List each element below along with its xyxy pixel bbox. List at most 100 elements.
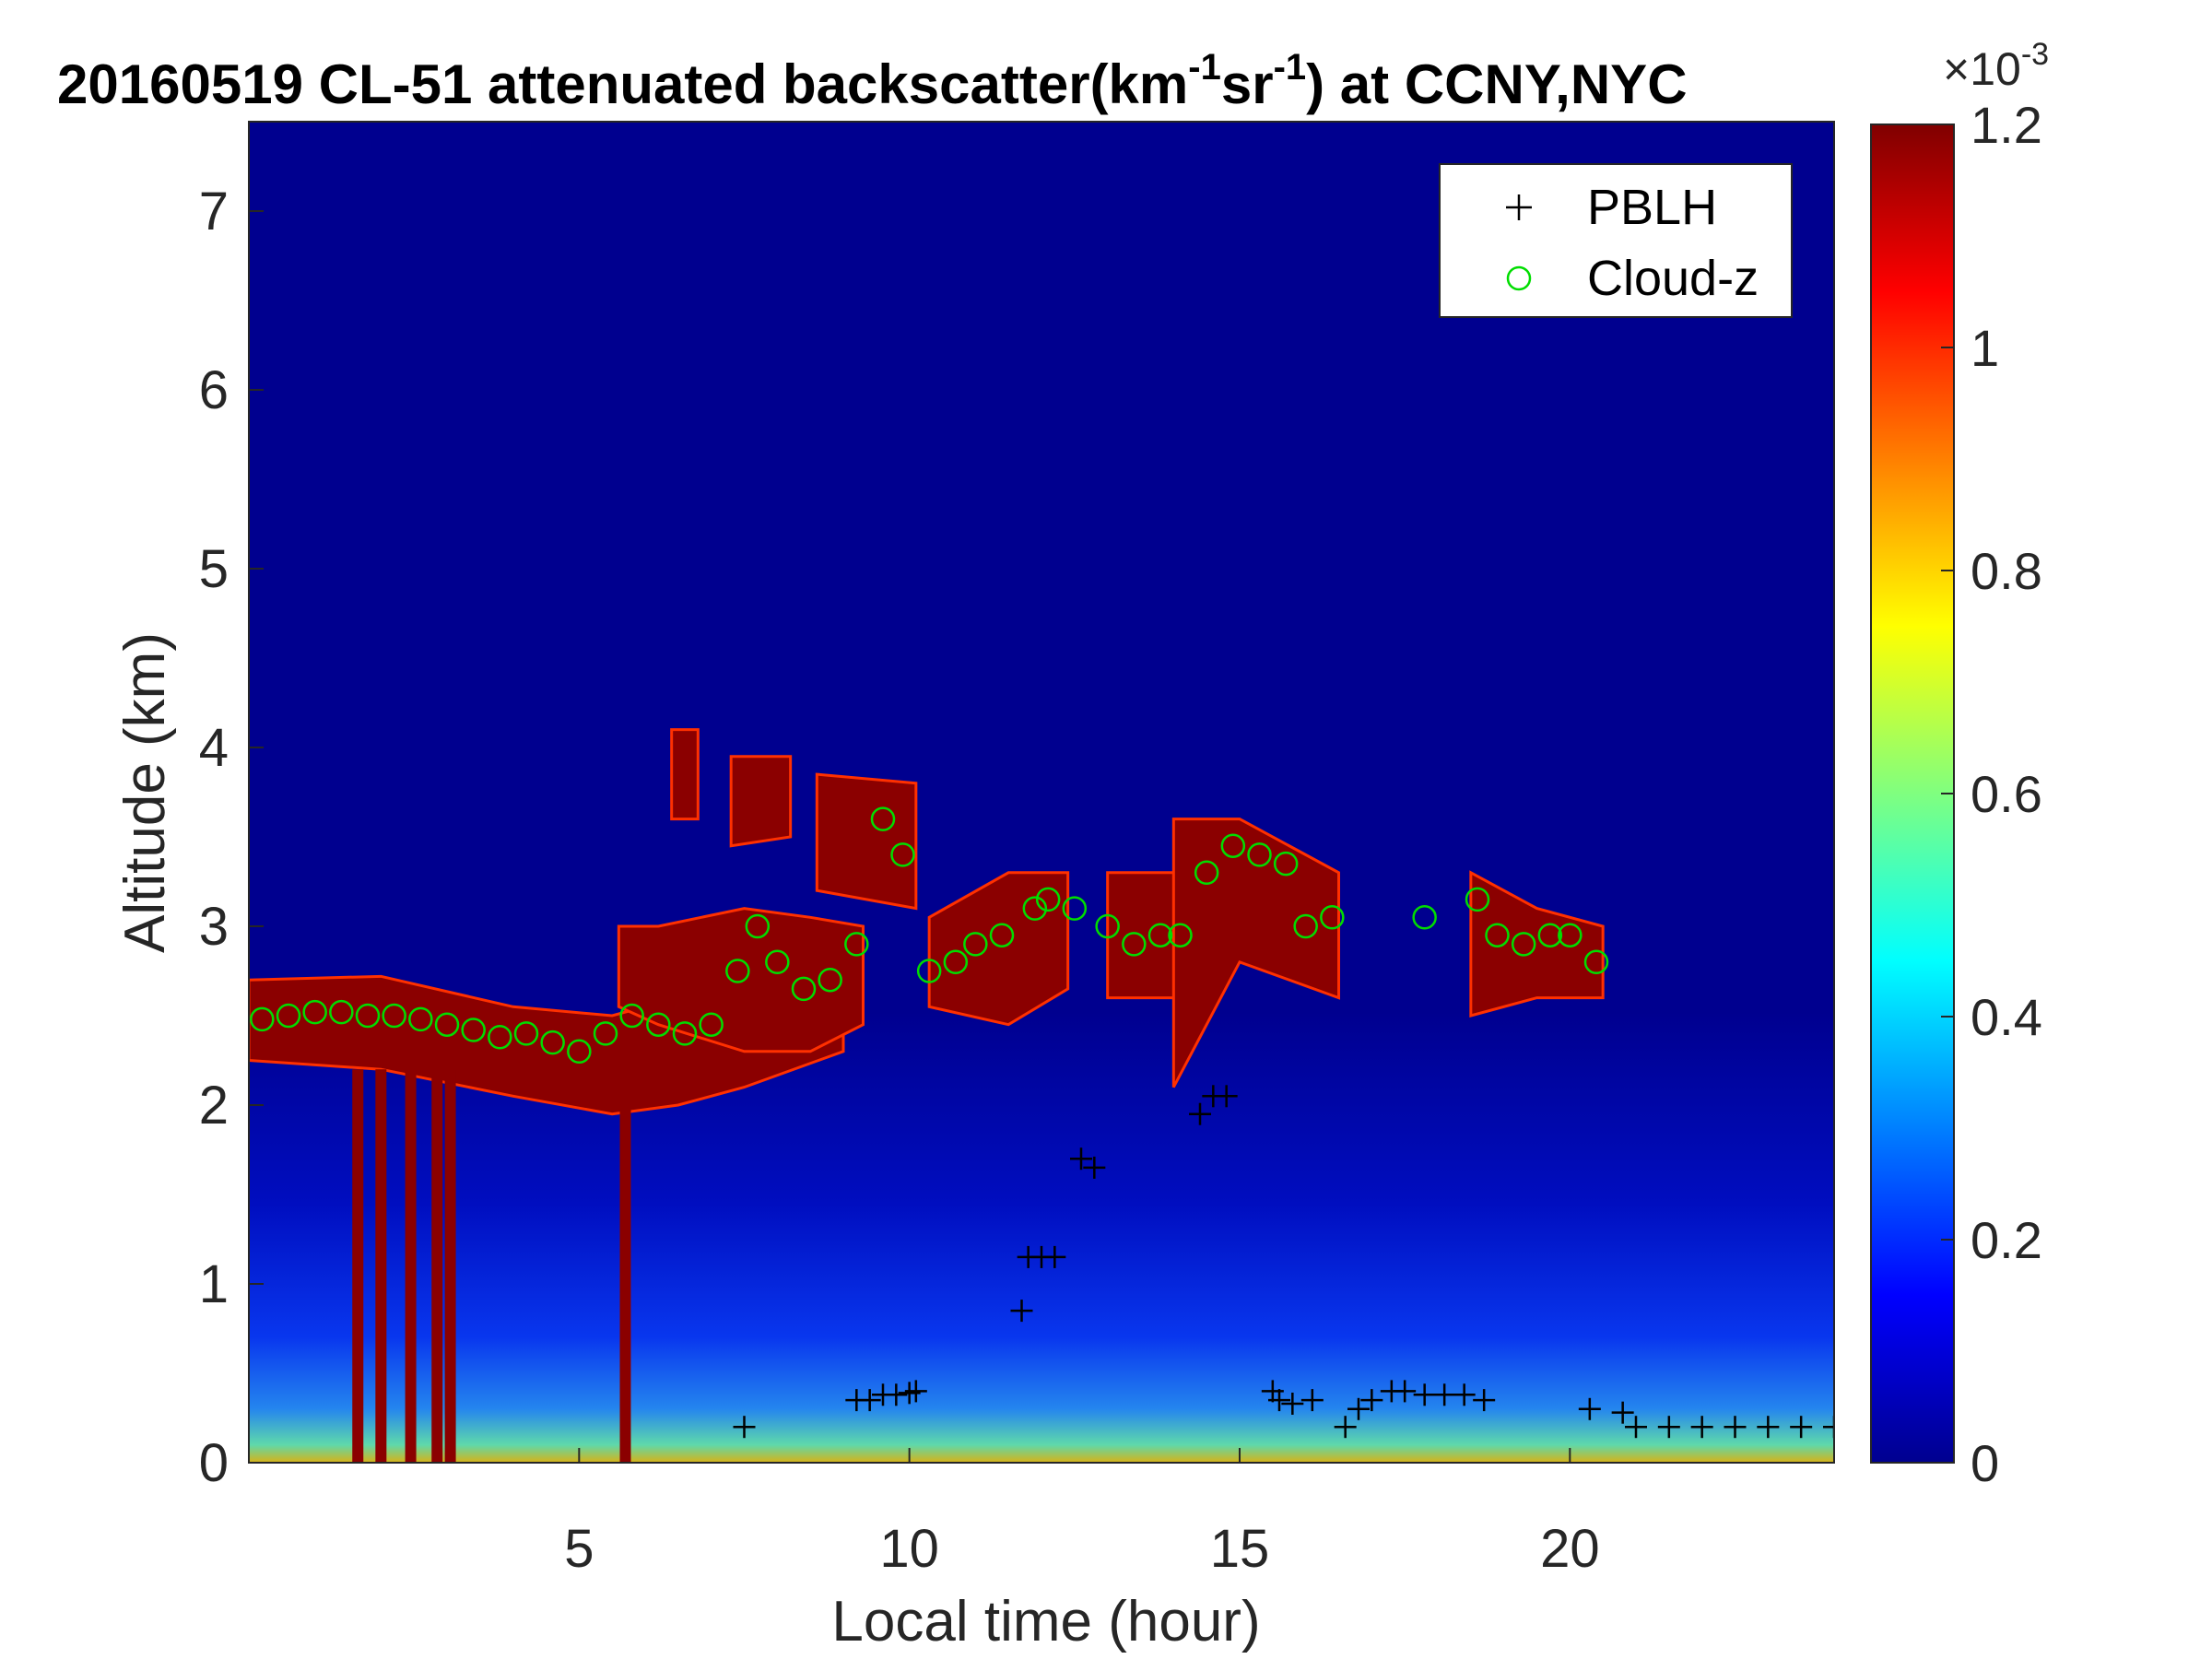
legend: PBLH Cloud-z [1439, 163, 1793, 318]
heatmap-plot [249, 122, 1834, 1463]
cloud-z-point [1168, 923, 1193, 947]
pblh-point [1611, 1401, 1634, 1424]
legend-label-pblh: PBLH [1587, 180, 1717, 235]
cloud-z-point [1194, 860, 1219, 886]
x-axis-label: Local time (hour) [831, 1590, 1260, 1653]
pblh-point [1625, 1416, 1647, 1439]
cloud-z-point [302, 999, 327, 1025]
y-tick-label: 4 [199, 718, 229, 778]
cloud-z-point [890, 842, 915, 867]
pblh-point [1215, 1085, 1238, 1108]
legend-label-cloud-z: Cloud-z [1587, 251, 1759, 306]
cloud-z-point [1511, 932, 1536, 957]
cloud-z-point [870, 806, 896, 831]
pblh-point [1413, 1383, 1436, 1406]
cloud-z-point [488, 1025, 512, 1050]
pblh-point [733, 1416, 756, 1439]
legend-marker-pblh [1506, 194, 1532, 220]
cloud-z-point [916, 959, 942, 983]
cloud-z-point [1147, 923, 1173, 947]
cloud-z-point [1220, 833, 1246, 858]
cloud-z-point [593, 1021, 618, 1046]
colorbar-tick-label: 0.6 [1971, 765, 2042, 823]
pblh-point [1757, 1416, 1780, 1439]
rain-streak-4 [444, 1069, 456, 1463]
cloud-layer-4 [815, 772, 918, 911]
rain-streak-3 [431, 1069, 443, 1463]
pblh-point [1281, 1392, 1304, 1415]
y-tick-label: 2 [199, 1076, 229, 1135]
cloud-z-point [963, 932, 988, 957]
colorbar-gradient [1870, 124, 1955, 1464]
pblh-point [1473, 1389, 1496, 1412]
chart-title: 20160519 CL-51 attenuated backscatter(km… [57, 47, 1688, 115]
cloud-z-point [1293, 913, 1318, 939]
cloud-z-point [461, 1018, 486, 1042]
rain-streak-2 [405, 1069, 417, 1463]
cloud-z-point [1537, 923, 1563, 947]
y-tick-label: 6 [199, 360, 229, 420]
cloud-layer-5 [927, 871, 1070, 1027]
cloud-z-point [1412, 905, 1437, 930]
cloud-z-point [513, 1021, 539, 1046]
pblh-point [1043, 1245, 1066, 1268]
cloud-z-point [408, 1006, 433, 1032]
cloud-z-point [619, 1003, 644, 1029]
pblh-point [904, 1380, 927, 1403]
x-tick-label: 5 [564, 1519, 594, 1579]
cloud-z-point [725, 959, 750, 983]
cloud-z-point [1558, 923, 1583, 947]
pblh-point [1433, 1383, 1456, 1406]
cloud-z-point [250, 1006, 275, 1032]
pblh-point [1657, 1416, 1680, 1439]
x-tick-label: 10 [879, 1519, 939, 1579]
cloud-z-point [818, 967, 842, 993]
pblh-point [1690, 1416, 1713, 1439]
y-tick-label: 7 [199, 182, 229, 241]
cloud-layer-1 [617, 907, 865, 1053]
cloud-z-point [540, 1030, 565, 1055]
colorbar-tick-label: 0.8 [1971, 542, 2042, 600]
colorbar-tick-label: 0.4 [1971, 988, 2042, 1046]
cloud-z-point [1095, 913, 1120, 939]
cloud-layer-8 [1469, 870, 1605, 1018]
cloud-layer-3 [729, 755, 793, 848]
cloud-z-point [791, 976, 817, 1002]
pblh-point [1334, 1416, 1357, 1439]
colorbar: 0 0.2 0.4 0.6 0.8 1 1.2 ×10-3 [1870, 37, 2049, 1492]
cloud-z-point [355, 1003, 381, 1029]
colorbar-tick-label: 0.2 [1971, 1211, 2042, 1269]
x-tick-label: 20 [1540, 1519, 1600, 1579]
cloud-z-point [672, 1021, 698, 1046]
pblh-point [1083, 1156, 1106, 1179]
cloud-z-point [382, 1003, 406, 1029]
y-tick-label: 1 [199, 1254, 229, 1314]
cloud-z-point [1465, 887, 1490, 912]
pblh-point [1394, 1380, 1417, 1403]
pblh-point [1300, 1389, 1324, 1412]
pblh-point [1823, 1416, 1834, 1439]
cloud-z-point [943, 949, 969, 975]
cloud-z-point [1320, 905, 1345, 930]
cloud-z-point [1273, 851, 1299, 877]
plot-frame [248, 121, 1835, 1464]
cloud-z-point [567, 1039, 592, 1065]
pblh-point [1010, 1300, 1033, 1323]
pblh-point [1360, 1389, 1383, 1412]
cloud-z-point [844, 932, 869, 957]
cloud-layer-7 [1171, 818, 1340, 1088]
rain-streak-5 [619, 1069, 631, 1463]
y-tick-label: 5 [199, 539, 229, 599]
cloud-z-point [699, 1012, 724, 1037]
colorbar-tick-label: 1.2 [1971, 96, 2042, 154]
x-tick-label: 15 [1210, 1519, 1270, 1579]
y-tick-label: 3 [199, 897, 229, 957]
y-axis-label: Altitude (km) [113, 632, 177, 953]
cloud-layer-2 [670, 728, 700, 821]
pblh-point [885, 1383, 908, 1406]
pblh-point [1790, 1416, 1813, 1439]
colorbar-tick-label: 0 [1971, 1434, 1999, 1492]
legend-box [1439, 163, 1793, 318]
y-tick-label: 0 [199, 1433, 229, 1493]
